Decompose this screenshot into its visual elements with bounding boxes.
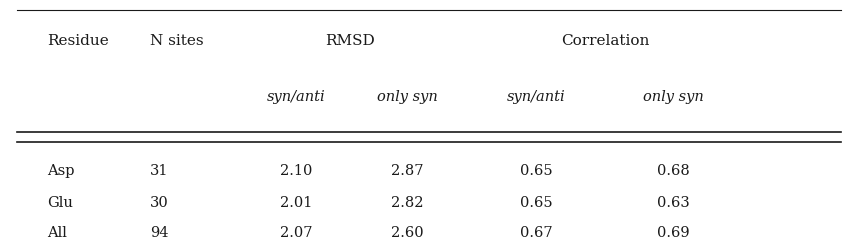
Text: syn/anti: syn/anti bbox=[267, 90, 325, 104]
Text: 30: 30 bbox=[150, 196, 169, 210]
Text: 0.65: 0.65 bbox=[520, 164, 553, 178]
Text: 2.82: 2.82 bbox=[391, 196, 424, 210]
Text: 0.63: 0.63 bbox=[657, 196, 690, 210]
Text: 0.65: 0.65 bbox=[520, 196, 553, 210]
Text: 2.10: 2.10 bbox=[280, 164, 312, 178]
Text: Correlation: Correlation bbox=[560, 34, 650, 48]
Text: syn/anti: syn/anti bbox=[507, 90, 565, 104]
Text: Glu: Glu bbox=[47, 196, 73, 210]
Text: All: All bbox=[47, 226, 67, 240]
Text: Residue: Residue bbox=[47, 34, 109, 48]
Text: RMSD: RMSD bbox=[325, 34, 375, 48]
Text: 2.87: 2.87 bbox=[391, 164, 424, 178]
Text: 0.68: 0.68 bbox=[657, 164, 690, 178]
Text: 2.07: 2.07 bbox=[280, 226, 312, 240]
Text: 2.60: 2.60 bbox=[391, 226, 424, 240]
Text: 31: 31 bbox=[150, 164, 169, 178]
Text: N sites: N sites bbox=[150, 34, 203, 48]
Text: Asp: Asp bbox=[47, 164, 75, 178]
Text: only syn: only syn bbox=[378, 90, 438, 104]
Text: only syn: only syn bbox=[644, 90, 704, 104]
Text: 2.01: 2.01 bbox=[280, 196, 312, 210]
Text: 94: 94 bbox=[150, 226, 169, 240]
Text: 0.69: 0.69 bbox=[657, 226, 690, 240]
Text: 0.67: 0.67 bbox=[520, 226, 553, 240]
